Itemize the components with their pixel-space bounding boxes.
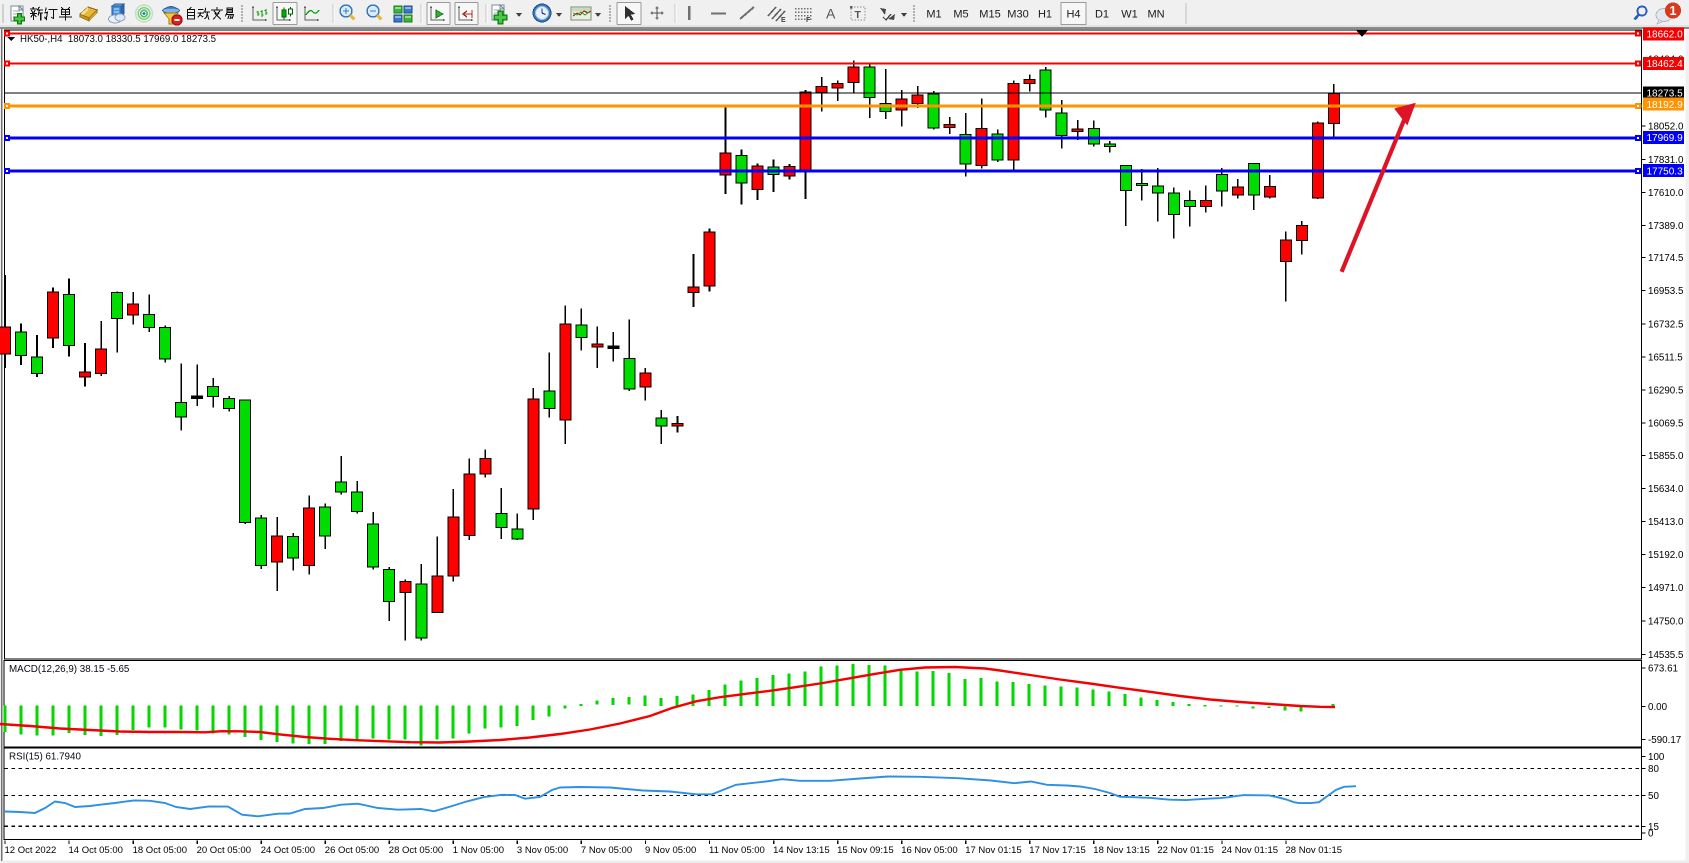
svg-text:0.00: 0.00 <box>1648 702 1668 713</box>
svg-text:15634.0: 15634.0 <box>1648 484 1684 495</box>
svg-text:18462.4: 18462.4 <box>1647 59 1684 70</box>
svg-text:18052.0: 18052.0 <box>1648 122 1684 133</box>
svg-text:26 Oct 05:00: 26 Oct 05:00 <box>325 845 379 856</box>
svg-text:15 Nov 09:15: 15 Nov 09:15 <box>837 845 894 856</box>
svg-text:M5: M5 <box>953 9 968 21</box>
svg-text:100: 100 <box>1648 752 1665 763</box>
svg-text:16290.5: 16290.5 <box>1648 386 1684 397</box>
svg-text:T: T <box>855 9 862 21</box>
svg-text:M30: M30 <box>1007 9 1028 21</box>
svg-text:15192.0: 15192.0 <box>1648 550 1684 561</box>
svg-text:D1: D1 <box>1095 9 1109 21</box>
svg-text:18273.5: 18273.5 <box>1647 89 1684 100</box>
svg-text:17389.0: 17389.0 <box>1648 221 1684 232</box>
svg-text:17 Nov 01:15: 17 Nov 01:15 <box>965 845 1022 856</box>
svg-text:17610.0: 17610.0 <box>1648 188 1684 199</box>
svg-text:W1: W1 <box>1121 9 1138 21</box>
svg-text:1: 1 <box>1670 4 1677 18</box>
svg-text:3 Nov 05:00: 3 Nov 05:00 <box>517 845 568 856</box>
svg-text:M1: M1 <box>926 9 941 21</box>
svg-text:17 Nov 17:15: 17 Nov 17:15 <box>1029 845 1086 856</box>
svg-text:14 Oct 05:00: 14 Oct 05:00 <box>69 845 123 856</box>
svg-text:14971.0: 14971.0 <box>1648 583 1684 594</box>
svg-text:18192.9: 18192.9 <box>1647 100 1684 111</box>
svg-text:H1: H1 <box>1038 9 1052 21</box>
svg-text:14 Nov 13:15: 14 Nov 13:15 <box>773 845 830 856</box>
svg-text:24 Nov 01:15: 24 Nov 01:15 <box>1222 845 1279 856</box>
svg-text:12 Oct 2022: 12 Oct 2022 <box>5 845 57 856</box>
svg-text:20 Oct 05:00: 20 Oct 05:00 <box>197 845 251 856</box>
svg-text:17969.9: 17969.9 <box>1647 133 1684 144</box>
svg-text:17831.0: 17831.0 <box>1648 155 1684 166</box>
svg-text:28 Oct 05:00: 28 Oct 05:00 <box>389 845 443 856</box>
svg-text:-590.17: -590.17 <box>1648 735 1681 746</box>
svg-text:22 Nov 01:15: 22 Nov 01:15 <box>1157 845 1214 856</box>
svg-text:9 Nov 05:00: 9 Nov 05:00 <box>645 845 696 856</box>
svg-text:28 Nov 01:15: 28 Nov 01:15 <box>1286 845 1343 856</box>
svg-text:673.61: 673.61 <box>1648 664 1678 675</box>
svg-text:24 Oct 05:00: 24 Oct 05:00 <box>261 845 315 856</box>
svg-text:11 Nov 05:00: 11 Nov 05:00 <box>709 845 765 856</box>
svg-text:14750.0: 14750.0 <box>1648 616 1684 627</box>
svg-text:16 Nov 05:00: 16 Nov 05:00 <box>901 845 958 856</box>
svg-text:16953.5: 16953.5 <box>1648 286 1684 297</box>
svg-text:50: 50 <box>1648 791 1659 802</box>
svg-text:F: F <box>806 17 811 24</box>
svg-text:18 Oct 05:00: 18 Oct 05:00 <box>133 845 187 856</box>
svg-text:MACD(12,26,9) 38.15 -5.65: MACD(12,26,9) 38.15 -5.65 <box>9 664 130 675</box>
svg-text:15: 15 <box>1648 822 1659 833</box>
svg-text:1 Nov 05:00: 1 Nov 05:00 <box>453 845 504 856</box>
svg-text:HK50-,H4 18073.0 18330.5 1796: HK50-,H4 18073.0 18330.5 17969.0 18273.5 <box>20 34 216 45</box>
svg-text:18 Nov 13:15: 18 Nov 13:15 <box>1093 845 1150 856</box>
svg-text:RSI(15) 61.7940: RSI(15) 61.7940 <box>9 752 81 763</box>
svg-text:14535.5: 14535.5 <box>1648 650 1684 661</box>
svg-text:17750.3: 17750.3 <box>1647 166 1684 177</box>
svg-text:16511.5: 16511.5 <box>1648 352 1683 363</box>
svg-text:M15: M15 <box>979 9 1000 21</box>
svg-text:17174.5: 17174.5 <box>1648 253 1684 264</box>
svg-text:18662.0: 18662.0 <box>1647 30 1684 41</box>
svg-text:7 Nov 05:00: 7 Nov 05:00 <box>581 845 632 856</box>
svg-text:80: 80 <box>1648 764 1659 775</box>
svg-text:15413.0: 15413.0 <box>1648 517 1684 528</box>
svg-text:A: A <box>826 6 836 22</box>
svg-text:MN: MN <box>1147 9 1164 21</box>
svg-text:E: E <box>781 17 786 24</box>
svg-text:16732.5: 16732.5 <box>1648 319 1684 330</box>
svg-text:0: 0 <box>1648 828 1654 839</box>
svg-text:16069.5: 16069.5 <box>1648 419 1684 430</box>
svg-text:15855.0: 15855.0 <box>1648 451 1684 462</box>
svg-text:H4: H4 <box>1066 9 1080 21</box>
